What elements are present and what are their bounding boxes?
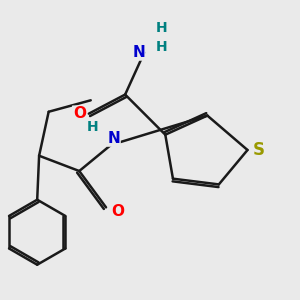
Text: N: N xyxy=(107,131,120,146)
Text: N: N xyxy=(132,45,145,60)
Text: O: O xyxy=(73,106,86,121)
Text: H: H xyxy=(156,40,167,54)
Text: H: H xyxy=(87,120,98,134)
Text: S: S xyxy=(253,141,265,159)
Text: O: O xyxy=(111,204,124,219)
Text: H: H xyxy=(156,21,167,34)
